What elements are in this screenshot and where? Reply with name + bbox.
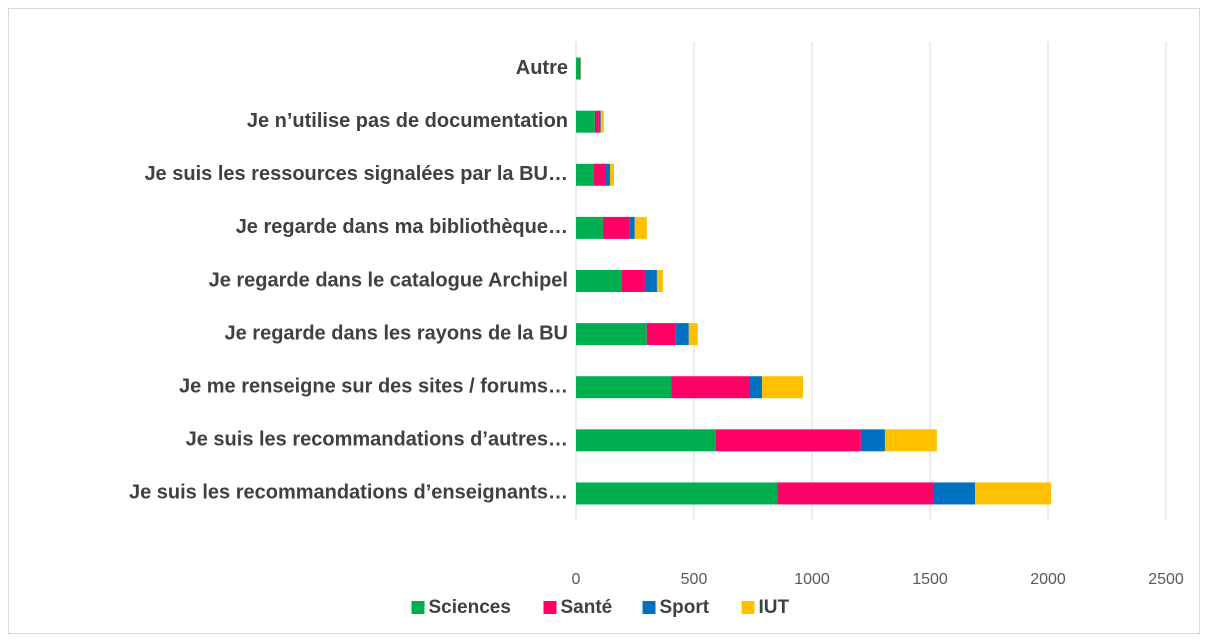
category-label: Je n’utilise pas de documentation: [247, 110, 568, 132]
category-label: Je suis les recommandations d’enseignant…: [129, 482, 568, 504]
category-label: Je me renseigne sur des sites / forums…: [179, 376, 568, 398]
legend-swatch: [543, 601, 557, 614]
legend-label: Santé: [561, 597, 613, 618]
category-label: Je regarde dans les rayons de la BU: [225, 322, 569, 344]
bar-segment: [934, 482, 976, 505]
bar-segment: [656, 270, 663, 292]
bar-segment: [576, 270, 623, 292]
bar-segment: [576, 429, 716, 452]
bar-segment: [576, 110, 595, 133]
x-tick-label: 0: [572, 571, 581, 588]
legend-label: Sport: [660, 597, 710, 618]
bar-segment: [598, 110, 601, 133]
bar-segment: [634, 216, 647, 239]
bar-segment: [602, 216, 630, 239]
chart-frame: [8, 8, 1200, 634]
bar-segment: [593, 163, 606, 186]
x-tick-label: 1000: [794, 571, 830, 588]
bar-segment: [576, 163, 594, 186]
bar-segment: [576, 482, 778, 505]
category-label: Je suis les ressources signalées par la …: [144, 163, 568, 185]
bar-segment: [884, 429, 937, 452]
legend-label: IUT: [759, 597, 790, 618]
bar-segment: [609, 163, 614, 186]
bar-segment: [629, 216, 635, 239]
bar-segment: [688, 323, 698, 346]
category-label: Je suis les recommandations d’autres…: [186, 429, 568, 451]
bar-segment: [777, 482, 935, 505]
bar-segment: [576, 57, 580, 80]
category-label: Autre: [516, 57, 568, 79]
bar-segment: [671, 376, 749, 399]
x-tick-label: 1500: [912, 571, 948, 588]
bar-segment: [605, 163, 610, 186]
bar-segment: [644, 270, 657, 292]
bar-segment: [975, 482, 1052, 505]
bar-segment: [761, 376, 804, 399]
bar-segment: [576, 323, 647, 346]
legend-swatch: [642, 601, 656, 614]
bar-segment: [576, 216, 603, 239]
bar-segment: [594, 110, 599, 133]
bar-segment: [860, 429, 885, 452]
bar-segment: [675, 323, 689, 346]
x-tick-label: 2000: [1030, 571, 1066, 588]
bar-segment: [715, 429, 861, 452]
legend-label: Sciences: [429, 597, 511, 618]
bar-segment: [646, 323, 676, 346]
bar-segment: [748, 376, 762, 399]
bar-segment: [622, 270, 645, 292]
x-tick-label: 2500: [1148, 571, 1184, 588]
legend-swatch: [741, 601, 755, 614]
bar-segment: [600, 110, 604, 133]
bar-segment: [579, 57, 581, 80]
bar-segment: [576, 376, 672, 399]
x-tick-label: 500: [681, 571, 708, 588]
legend-swatch: [411, 601, 425, 614]
category-label: Je regarde dans ma bibliothèque…: [236, 216, 568, 238]
category-label: Je regarde dans le catalogue Archipel: [209, 269, 568, 291]
